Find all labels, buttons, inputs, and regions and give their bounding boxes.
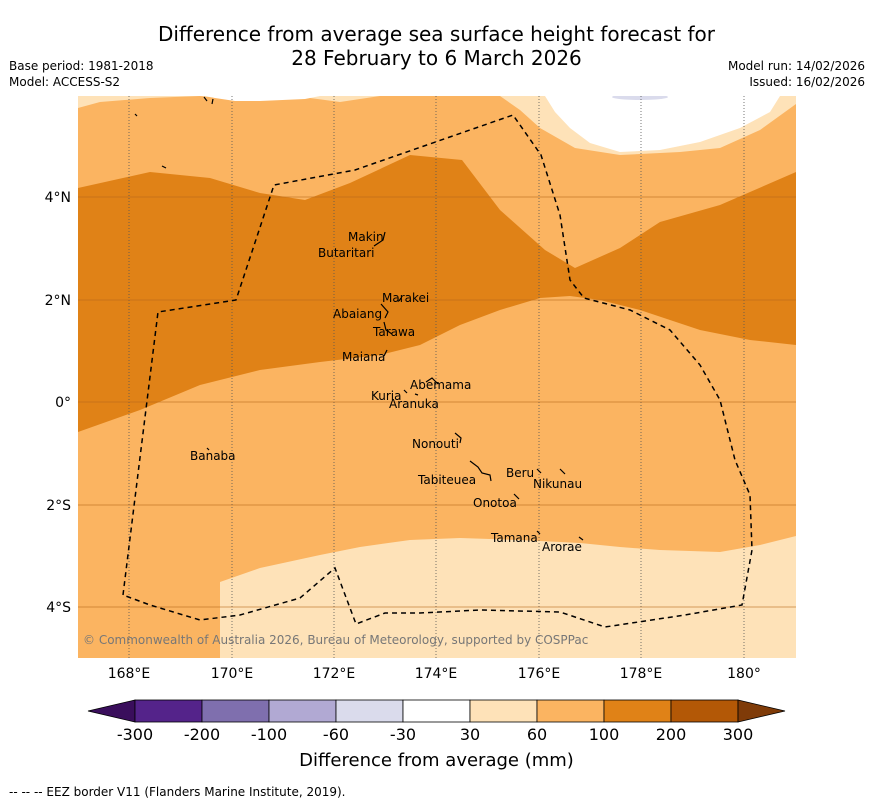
- lon-label-172e: 172°E: [313, 666, 356, 682]
- lat-label-4n: 4°N: [45, 190, 71, 206]
- colorbar-bin-100-200: [603, 699, 672, 723]
- label-makin: Makin: [348, 230, 384, 244]
- label-arorae: Arorae: [542, 540, 582, 554]
- label-tamana: Tamana: [490, 531, 538, 545]
- label-kuria: Kuria: [371, 389, 402, 403]
- label-banaba: Banaba: [190, 449, 236, 463]
- label-abemama: Abemama: [410, 378, 471, 392]
- footer-note: -- -- -- EEZ border V11 (Flanders Marine…: [9, 785, 346, 799]
- colorbar-extend-high: [737, 699, 786, 723]
- label-nonouti: Nonouti: [412, 437, 459, 451]
- lon-label-174e: 174°E: [415, 666, 458, 682]
- label-tabiteuea: Tabiteuea: [417, 473, 476, 487]
- band-neg30-30-north: [545, 96, 780, 152]
- lon-label-170e: 170°E: [211, 666, 254, 682]
- copyright-notice: © Commonwealth of Australia 2026, Bureau…: [83, 633, 588, 647]
- issued-date: Issued: 16/02/2026: [749, 75, 865, 89]
- base-period: Base period: 1981-2018: [9, 59, 154, 73]
- graticule: [128, 96, 745, 658]
- lon-label-178e: 178°E: [620, 666, 663, 682]
- label-beru: Beru: [506, 466, 534, 480]
- cb-label-60: 60: [527, 725, 547, 744]
- label-nikunau: Nikunau: [533, 477, 582, 491]
- band-neg30-30-topleft: [205, 96, 320, 101]
- title-line-2: 28 February to 6 March 2026: [291, 46, 582, 70]
- colorbar-extend-low: [87, 699, 136, 723]
- lon-axis: 168°E 170°E 172°E 174°E 176°E 178°E 180°: [108, 666, 761, 682]
- lon-label-176e: 176°E: [518, 666, 561, 682]
- colorbar-bin-60-100: [536, 699, 605, 723]
- label-butaritari: Butaritari: [318, 246, 375, 260]
- contour-layer: [78, 96, 796, 658]
- cb-label-200: 200: [656, 725, 687, 744]
- colorbar: [87, 699, 786, 723]
- lat-label-0: 0°: [55, 395, 71, 411]
- islands: [134, 96, 584, 541]
- label-aranuka: Aranuka: [389, 397, 439, 411]
- lat-label-2s: 2°S: [46, 498, 71, 514]
- eez-border: [122, 114, 753, 628]
- cb-label-neg100: -100: [251, 725, 287, 744]
- lon-label-180: 180°: [727, 666, 761, 682]
- colorbar-bin-neg100-neg60: [268, 699, 337, 723]
- colorbar-bin-neg200-neg100: [201, 699, 270, 723]
- chart-title: Difference from average sea surface heig…: [0, 22, 873, 70]
- colorbar-bin-neg30-30: [402, 699, 471, 723]
- label-onotoa: Onotoa: [473, 496, 517, 510]
- label-abaiang: Abaiang: [333, 307, 382, 321]
- model-name: Model: ACCESS-S2: [9, 75, 121, 89]
- band-neg60-neg30-patch: [612, 96, 668, 100]
- band-30-60-south: [220, 536, 796, 658]
- colorbar-labels: -300 -200 -100 -60 -30 30 60 100 200 300: [117, 725, 753, 744]
- title-line-1: Difference from average sea surface heig…: [157, 22, 716, 46]
- band-100-200: [78, 155, 796, 432]
- cb-label-30: 30: [460, 725, 480, 744]
- lat-lines: [78, 196, 796, 608]
- lat-label-2n: 2°N: [45, 293, 71, 309]
- colorbar-bin-30-60: [469, 699, 538, 723]
- cb-label-neg300: -300: [117, 725, 153, 744]
- colorbar-title: Difference from average (mm): [299, 750, 574, 771]
- colorbar-bin-200-300: [670, 699, 739, 723]
- colorbar-bin-neg60-neg30: [335, 699, 404, 723]
- colorbar-bin-neg300-neg200: [134, 699, 203, 723]
- cb-label-100: 100: [589, 725, 620, 744]
- label-marakei: Marakei: [382, 291, 429, 305]
- cb-label-neg60: -60: [323, 725, 349, 744]
- model-run: Model run: 14/02/2026: [727, 59, 865, 73]
- lat-label-4s: 4°S: [46, 600, 71, 616]
- place-labels: Makin Butaritari Marakei Abaiang Tarawa …: [190, 230, 582, 554]
- cb-label-neg30: -30: [390, 725, 416, 744]
- lat-axis: 4°N 2°N 0° 2°S 4°S: [45, 190, 72, 616]
- meta-right: Model run: 14/02/2026 Issued: 16/02/2026: [728, 58, 865, 90]
- cb-label-300: 300: [723, 725, 754, 744]
- meta-left: Base period: 1981-2018 Model: ACCESS-S2: [9, 58, 154, 90]
- map-figure: Makin Butaritari Marakei Abaiang Tarawa …: [45, 96, 796, 744]
- label-maiana: Maiana: [342, 350, 385, 364]
- cb-label-neg200: -200: [184, 725, 220, 744]
- label-tarawa: Tarawa: [372, 325, 415, 339]
- lon-label-168e: 168°E: [108, 666, 151, 682]
